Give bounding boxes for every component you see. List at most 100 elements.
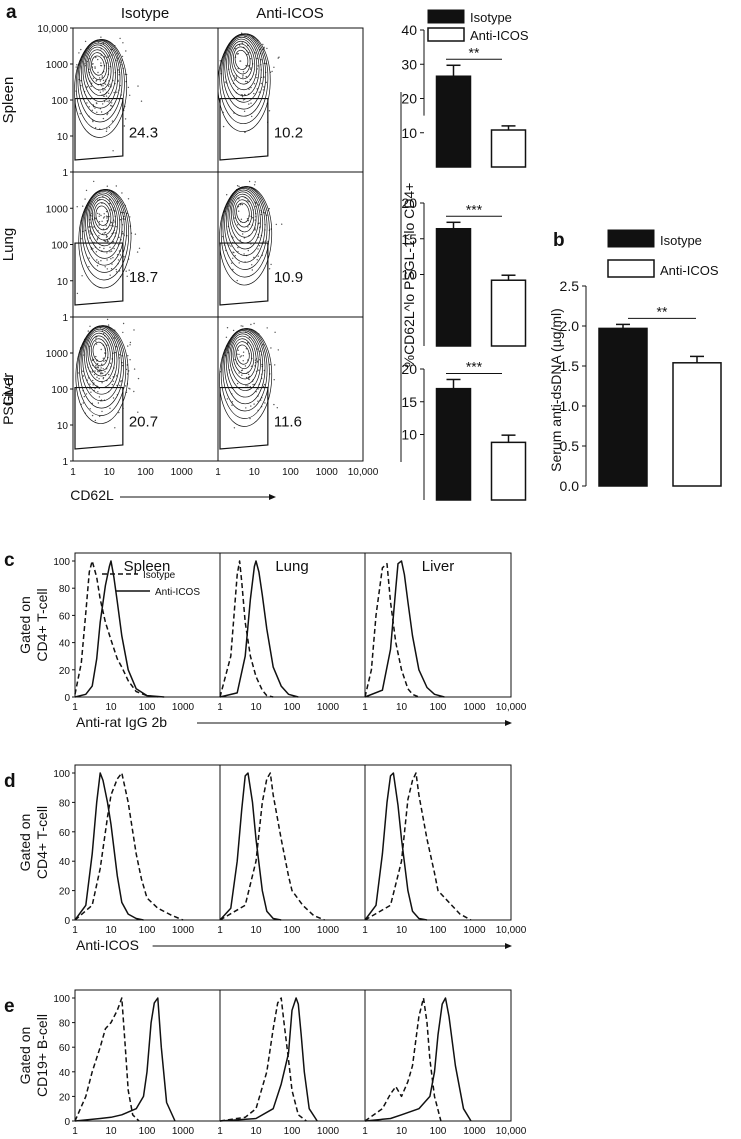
hist-d-xtick: 1000 <box>172 925 195 936</box>
contour-dot <box>254 219 256 221</box>
panel-label-c: c <box>4 550 15 571</box>
contour-line <box>219 328 273 427</box>
contour-dot <box>263 86 265 88</box>
histogram-c-liver-isotype-curve <box>364 562 420 698</box>
contour-dot <box>110 224 112 227</box>
hist-d-xtick: 1 <box>217 925 223 936</box>
contour-dot <box>84 198 86 200</box>
contour-line <box>225 330 264 398</box>
gate-label-c-line1: Gated on <box>17 596 33 654</box>
contour-ytick-2-2: 100 <box>51 241 68 252</box>
contour-dot <box>247 226 249 228</box>
contour-dot <box>118 250 121 252</box>
contour-dot <box>100 214 102 217</box>
histogram-e-liver-isotype-curve <box>364 997 442 1122</box>
gate-value: 11.6 <box>274 413 302 430</box>
contour-dot <box>251 269 253 271</box>
contour-dot <box>92 379 94 382</box>
contour-dot <box>236 224 239 226</box>
contour-dot <box>111 102 113 104</box>
contour-dot <box>91 402 94 404</box>
contour-dot <box>95 364 97 367</box>
contour-dot <box>94 419 97 422</box>
contour-dot <box>245 348 248 350</box>
contour-dot <box>129 359 131 361</box>
contour-dot <box>125 50 127 52</box>
contour-line <box>89 335 111 372</box>
contour-dot <box>241 42 244 44</box>
contour-dot <box>258 236 260 238</box>
contour-dot <box>258 369 260 371</box>
contour-dot <box>92 63 94 65</box>
contour-dot <box>112 257 114 259</box>
contour-dot <box>102 90 104 92</box>
contour-dot <box>97 261 100 263</box>
contour-dot <box>102 378 105 380</box>
contour-dot <box>235 77 237 79</box>
bar-chart-liver-ytick-label: 20 <box>401 361 417 377</box>
gate-label-d-line2: CD4+ T-cell <box>34 806 50 879</box>
contour-dot <box>266 327 268 329</box>
contour-line <box>219 186 273 286</box>
contour-dot <box>101 76 103 79</box>
contour-dot <box>124 118 127 120</box>
contour-dot <box>274 364 276 366</box>
contour-dot <box>253 403 255 405</box>
contour-dot <box>136 251 139 253</box>
gate-value: 18.7 <box>129 269 158 286</box>
contour-line <box>92 341 107 362</box>
contour-dot <box>100 62 102 64</box>
contour-dot <box>232 251 234 253</box>
gate-box <box>219 386 269 450</box>
bar-chart-dsdna-ytick-label: 1.0 <box>560 398 580 414</box>
contour-dot <box>117 259 120 261</box>
contour-dot <box>110 221 113 224</box>
histogram-d-liver-anti-icos-curve <box>364 772 428 921</box>
hist-d-ytick-100: 100 <box>53 769 70 780</box>
contour-dot <box>88 266 90 268</box>
contour-dot <box>94 107 96 109</box>
contour-dot <box>246 80 248 83</box>
contour-dot <box>94 370 96 372</box>
contour-dot <box>226 398 229 400</box>
contour-dot <box>121 192 123 194</box>
contour-dot <box>98 215 100 217</box>
contour-dot <box>259 350 261 352</box>
contour-line <box>90 196 116 241</box>
contour-dot <box>96 111 98 114</box>
contour-dot <box>102 357 105 359</box>
contour-dot <box>250 323 252 326</box>
contour-plot-spleen-anti-icos <box>217 32 280 161</box>
contour-dot <box>240 369 243 372</box>
contour-ytick-3-0: 1 <box>62 457 68 468</box>
contour-dot <box>108 373 110 376</box>
contour-dot <box>240 355 242 357</box>
contour-dot <box>225 336 228 338</box>
legend-b-swatch-isotype <box>607 229 655 248</box>
contour-dot <box>95 366 97 368</box>
contour-dot <box>122 322 125 325</box>
contour-dot <box>250 365 253 367</box>
contour-dot <box>127 355 129 357</box>
hist-d-xtick: 1 <box>362 925 368 936</box>
contour-dot <box>106 235 108 238</box>
contour-line <box>230 193 257 238</box>
contour-dot <box>111 383 114 386</box>
contour-dot <box>82 402 85 404</box>
hist-d-xtick: 10 <box>105 925 117 936</box>
column-title-isotype: Isotype <box>121 5 169 22</box>
contour-dot <box>242 71 245 73</box>
contour-dot <box>106 252 108 254</box>
contour-dot <box>110 258 112 260</box>
contour-dot <box>226 327 229 329</box>
contour-dot <box>245 385 247 387</box>
gate-box <box>74 386 124 450</box>
contour-dot <box>104 83 107 85</box>
contour-dot <box>85 393 88 395</box>
hist-c-xtick: 1 <box>72 702 78 713</box>
contour-dot <box>257 65 259 67</box>
contour-dot <box>104 359 107 362</box>
contour-line <box>84 44 114 96</box>
contour-dot <box>109 377 111 380</box>
gate-value: 10.2 <box>274 124 303 141</box>
